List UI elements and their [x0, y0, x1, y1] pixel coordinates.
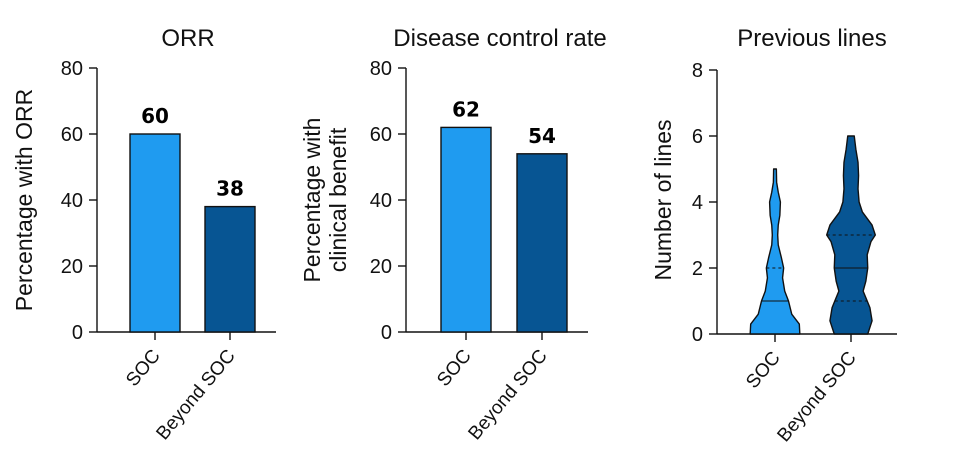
y-tick-label: 60 — [370, 124, 392, 146]
y-tick-label: 40 — [370, 190, 392, 212]
y-tick-label: 0 — [72, 322, 83, 344]
x-tick-label-beyond-soc: Beyond SOC — [152, 346, 239, 444]
previous-lines-y-axis-label: Number of lines — [650, 119, 676, 280]
bar-soc — [129, 133, 181, 333]
y-tick-label: 0 — [692, 324, 703, 346]
disease-control-panel: Disease control rate Percentage with cli… — [299, 25, 607, 444]
bar-beyond-soc — [516, 153, 568, 333]
orr-panel: ORR Percentage with ORR 0 20 40 60 80 SOCBeyo… — [11, 25, 276, 444]
y-tick-label: 80 — [370, 58, 392, 80]
y-tick-label: 0 — [381, 322, 392, 344]
orr-title: ORR — [161, 25, 214, 52]
y-tick-label: 20 — [370, 256, 392, 278]
y-tick-label: 20 — [61, 256, 83, 278]
x-tick-label-soc: SOC — [122, 346, 165, 391]
y-tick-label: 40 — [61, 190, 83, 212]
previous-lines-title: Previous lines — [737, 25, 886, 52]
violin-soc — [749, 168, 801, 335]
y-tick-label: 6 — [692, 126, 703, 148]
x-tick-label-soc: SOC — [433, 346, 476, 391]
dcr-title: Disease control rate — [393, 25, 606, 52]
orr-y-axis-label: Percentage with ORR — [11, 89, 37, 311]
y-tick-label: 80 — [61, 58, 83, 80]
x-tick-label-beyond-soc: Beyond SOC — [773, 348, 860, 446]
dcr-y-axis-label-line-1: Percentage with — [299, 118, 325, 283]
bar-soc — [440, 126, 492, 333]
bar-data-label: 54 — [528, 124, 556, 148]
bar-beyond-soc — [204, 205, 256, 333]
x-tick-label-beyond-soc: Beyond SOC — [464, 346, 551, 444]
bar-data-label: 38 — [216, 177, 244, 201]
y-tick-label: 4 — [692, 192, 703, 214]
x-tick-label-soc: SOC — [742, 348, 785, 393]
dcr-y-axis-label-line-2: clinical benefit — [325, 127, 351, 272]
previous-lines-panel: Previous lines Number of lines 0 2 4 6 8 SOCB… — [650, 25, 897, 446]
y-tick-label: 2 — [692, 258, 703, 280]
bar-data-label: 60 — [141, 104, 169, 128]
y-tick-label: 60 — [61, 124, 83, 146]
y-tick-label: 8 — [692, 60, 703, 82]
bar-data-label: 62 — [452, 97, 480, 121]
